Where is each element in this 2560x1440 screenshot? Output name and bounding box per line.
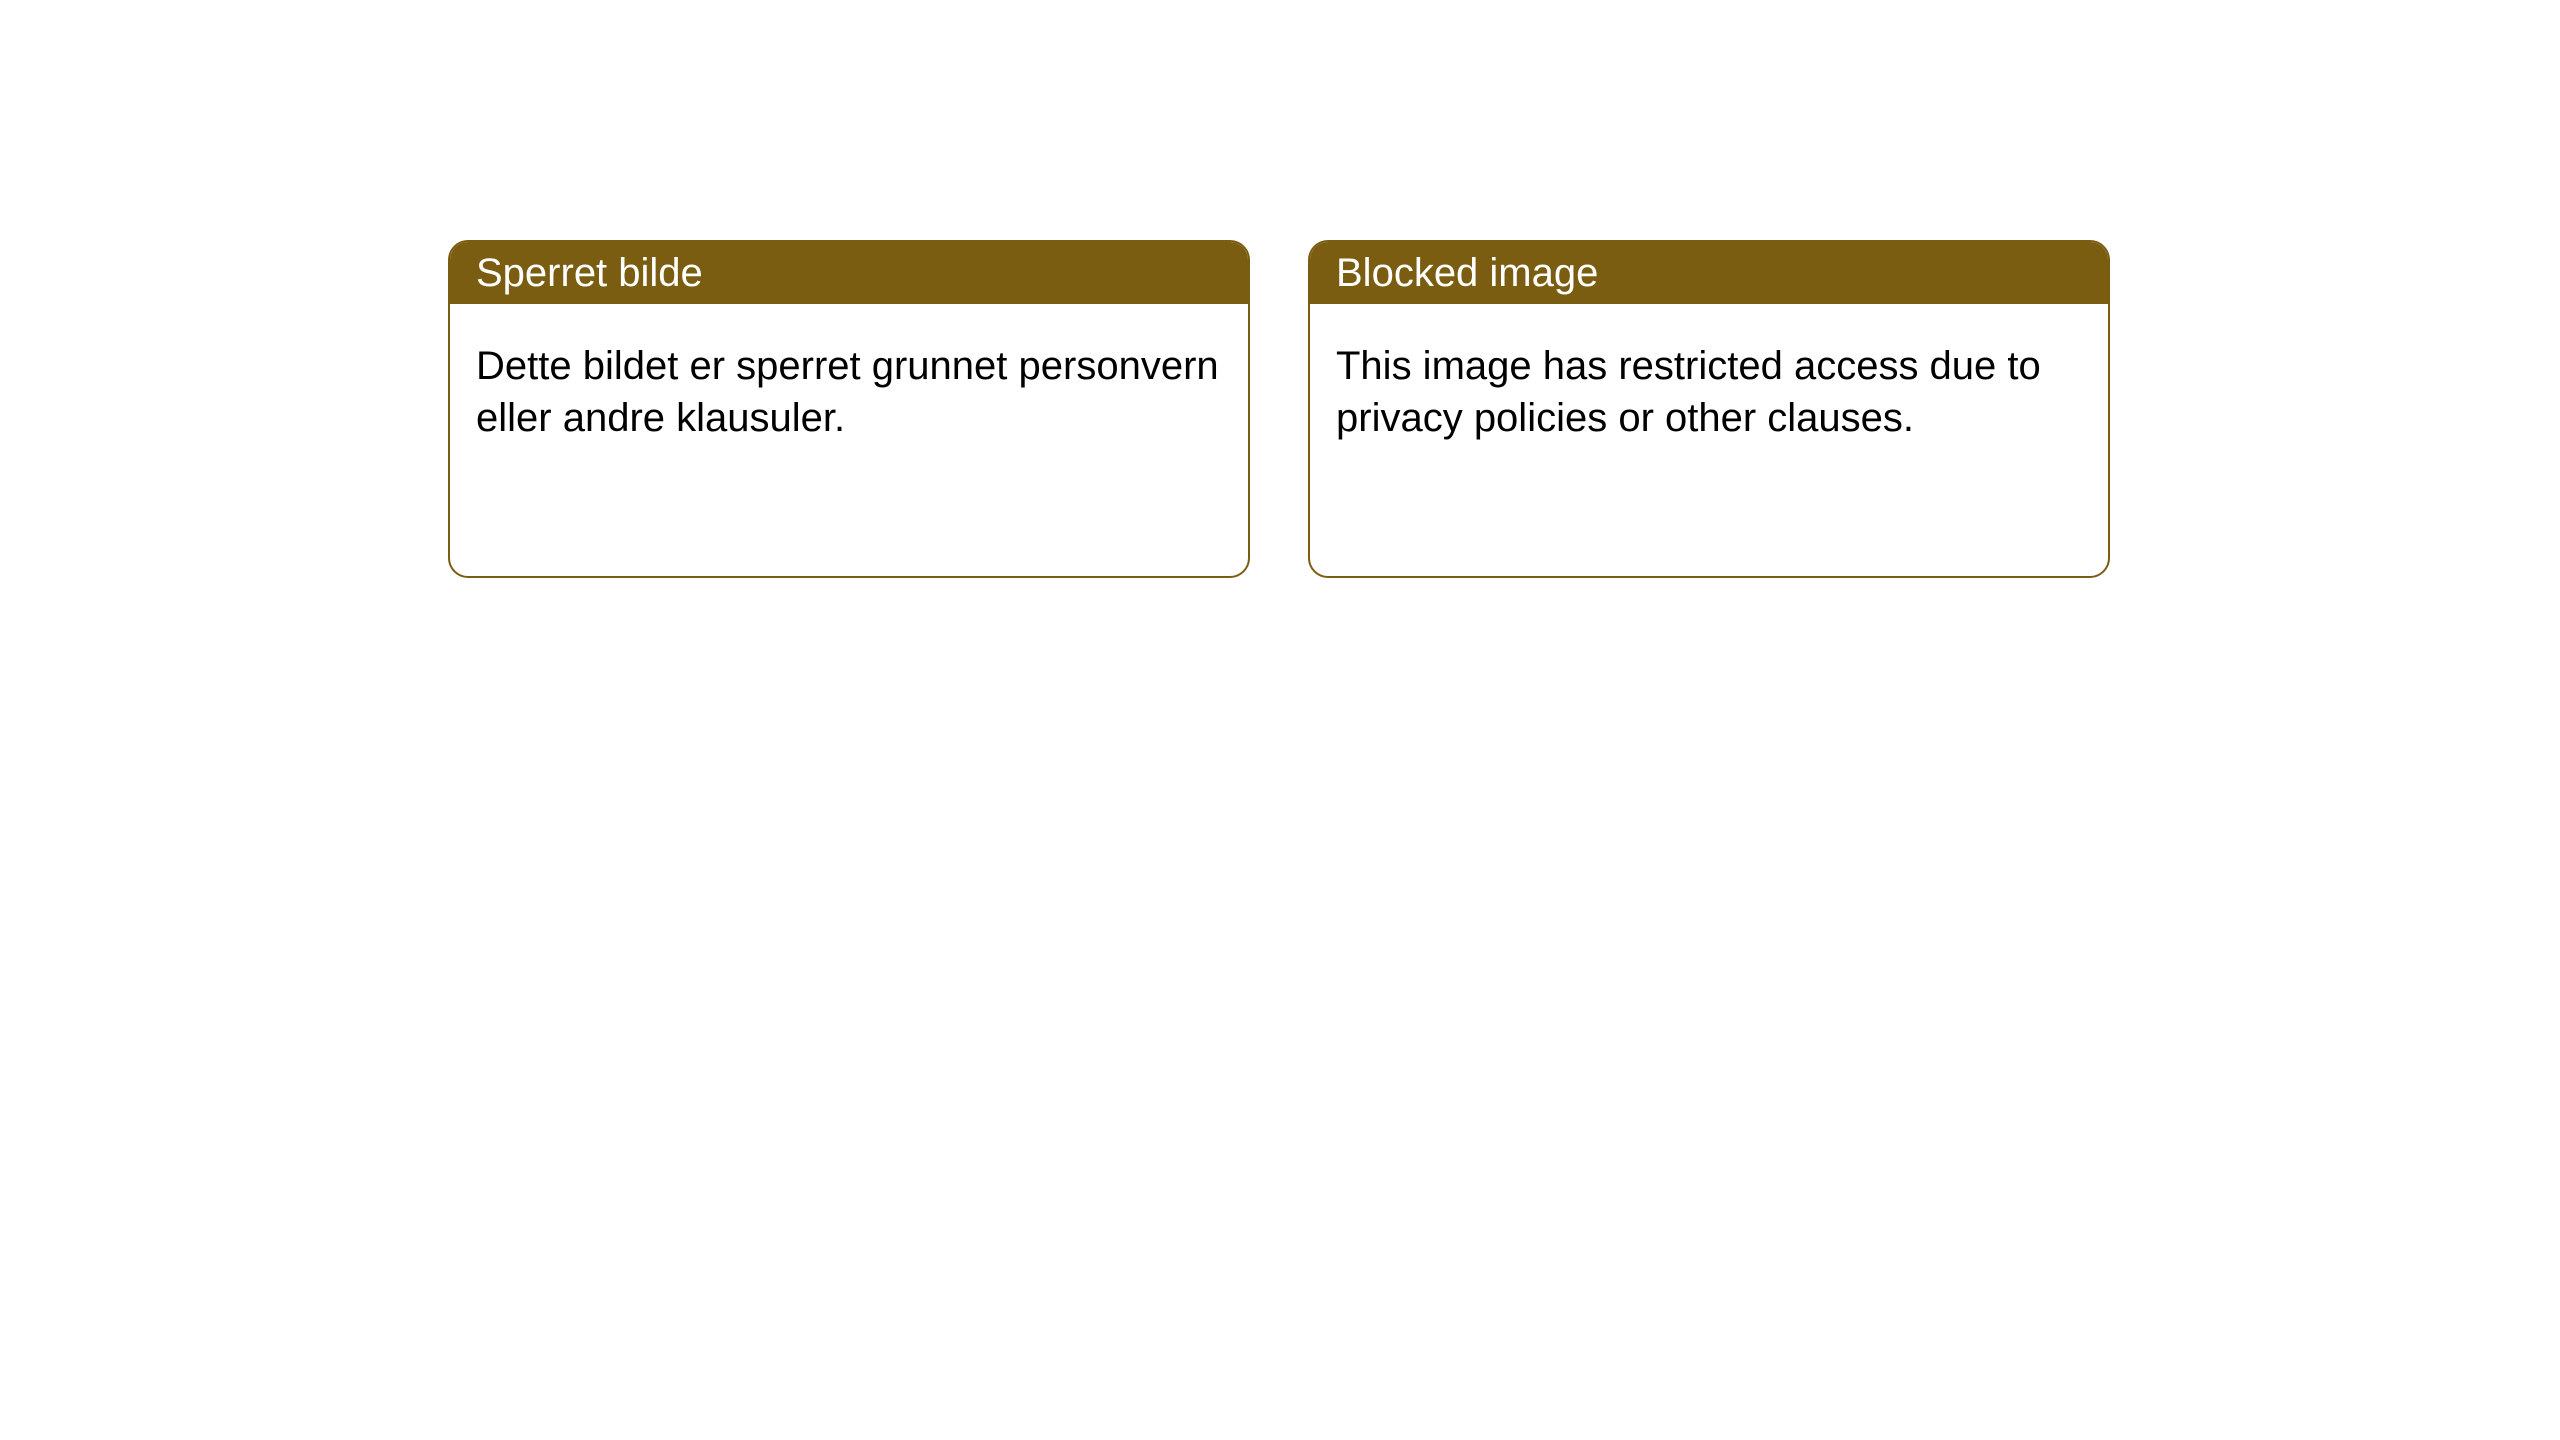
card-header-text: Blocked image	[1336, 251, 1598, 296]
card-body: This image has restricted access due to …	[1310, 304, 2108, 480]
card-header: Sperret bilde	[450, 242, 1248, 304]
card-header-text: Sperret bilde	[476, 251, 703, 296]
blocked-image-card-english: Blocked image This image has restricted …	[1308, 240, 2110, 578]
cards-container: Sperret bilde Dette bildet er sperret gr…	[448, 240, 2110, 578]
card-body-text: Dette bildet er sperret grunnet personve…	[476, 344, 1219, 440]
card-body-text: This image has restricted access due to …	[1336, 344, 2041, 440]
card-body: Dette bildet er sperret grunnet personve…	[450, 304, 1248, 480]
card-header: Blocked image	[1310, 242, 2108, 304]
blocked-image-card-norwegian: Sperret bilde Dette bildet er sperret gr…	[448, 240, 1250, 578]
